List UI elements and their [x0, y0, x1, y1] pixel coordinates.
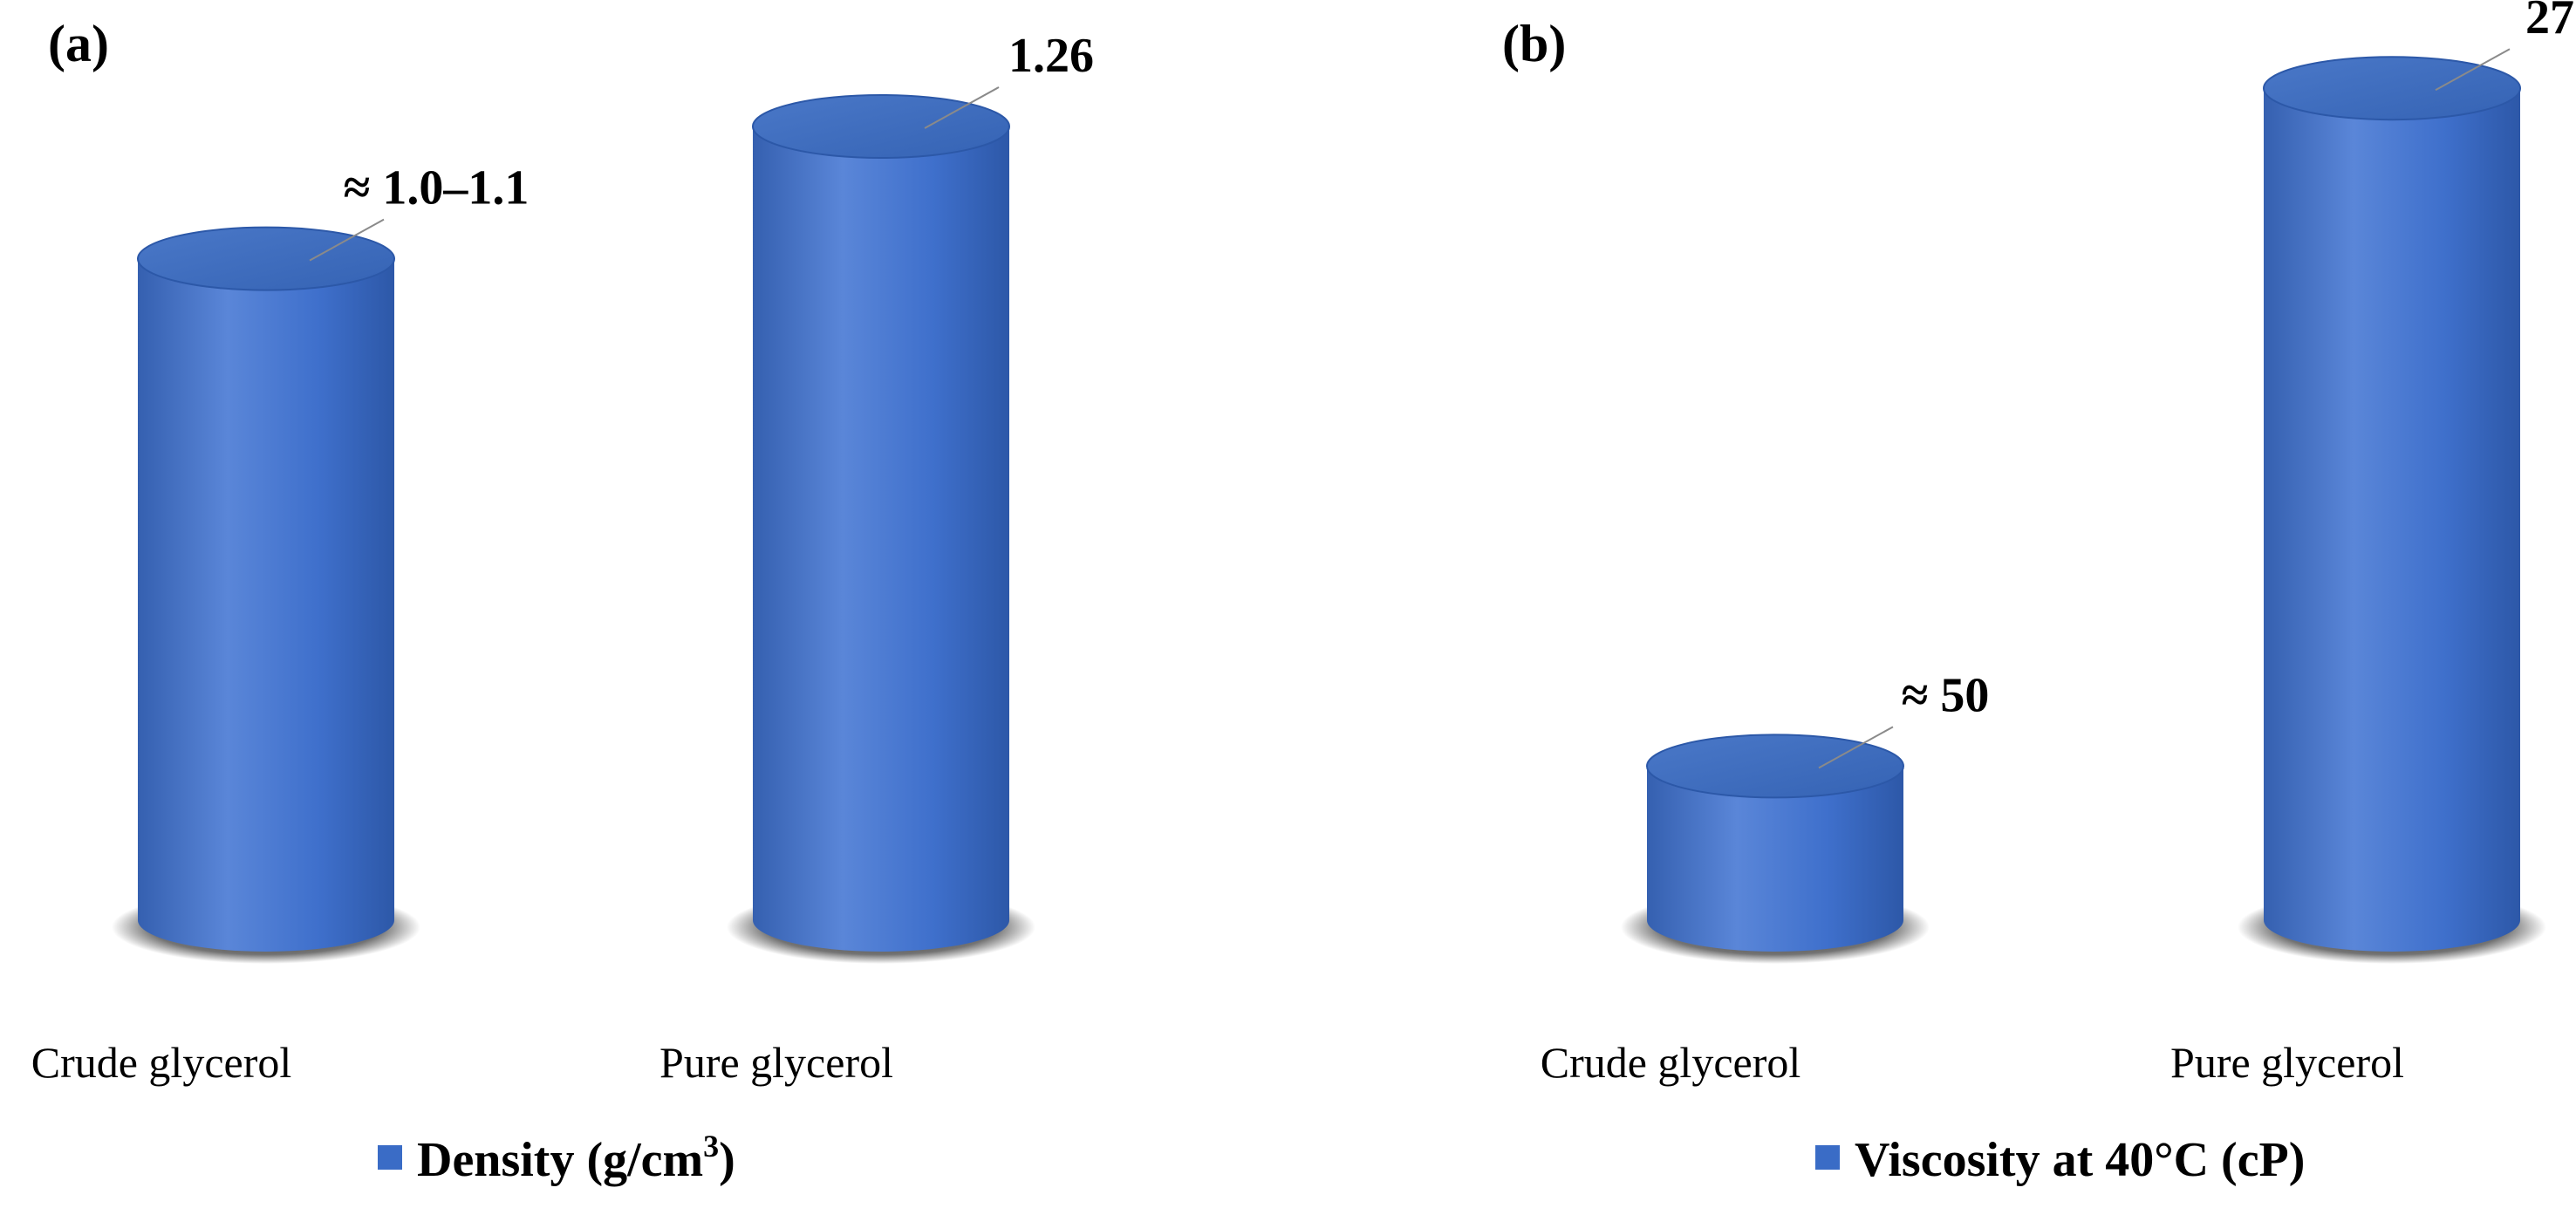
panel-b: (b) ≈ 50 270 Crude glycerol Pure glycerol…: [1502, 0, 2576, 1187]
data-label: 270: [2525, 0, 2576, 44]
bar-top: [752, 94, 1010, 159]
bar-top: [2263, 56, 2521, 121]
category-label: Pure glycerol: [659, 1038, 893, 1087]
legend-suffix: ): [719, 1133, 735, 1187]
bars-a: ≈ 1.0–1.1 1.26: [112, 29, 1094, 964]
data-label: ≈ 1.0–1.1: [344, 161, 530, 215]
bar: [1621, 734, 1930, 964]
bar: [112, 226, 420, 964]
leader-line: [2435, 48, 2511, 92]
bar: [2238, 56, 2546, 964]
bar-body: [2264, 88, 2520, 952]
data-label: 1.26: [1008, 29, 1094, 83]
bar-body: [138, 258, 394, 952]
bar-body: [753, 126, 1009, 952]
panel-label-a: (a): [48, 15, 109, 72]
panel-label-b: (b): [1502, 15, 1566, 72]
leader-line: [924, 86, 1000, 129]
legend-label: Density (g/cm3): [417, 1129, 735, 1187]
legend-swatch: [378, 1145, 402, 1170]
leader-line: [309, 218, 385, 262]
bar-top: [137, 226, 395, 291]
legend-superscript: 3: [703, 1129, 719, 1164]
bar-body: [1647, 766, 1903, 952]
bar: [727, 94, 1035, 964]
legend-swatch: [1815, 1145, 1840, 1170]
data-label: ≈ 50: [1902, 668, 1990, 722]
legend-a: Density (g/cm3): [378, 1129, 735, 1187]
legend-b: Viscosity at 40°C (cP): [1815, 1133, 2305, 1187]
category-label: Crude glycerol: [31, 1038, 292, 1087]
category-label: Crude glycerol: [1541, 1038, 1801, 1087]
legend-label: Viscosity at 40°C (cP): [1855, 1133, 2305, 1187]
category-label: Pure glycerol: [2170, 1038, 2404, 1087]
legend-name: Density (g/cm: [417, 1133, 703, 1187]
bars-b: ≈ 50 270: [1621, 0, 2576, 964]
panel-a: (a) ≈ 1.0–1.1 1.26 Crude glycerol Pure gl…: [31, 15, 1094, 1187]
bar-top: [1646, 734, 1904, 799]
leader-line: [1818, 726, 1894, 769]
